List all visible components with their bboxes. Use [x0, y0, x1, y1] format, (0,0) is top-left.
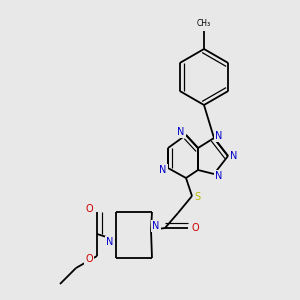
- Text: N: N: [152, 221, 160, 231]
- Text: CH₃: CH₃: [197, 19, 211, 28]
- Text: N: N: [215, 131, 223, 141]
- Text: O: O: [85, 204, 93, 214]
- Text: N: N: [159, 165, 167, 175]
- Text: N: N: [215, 171, 223, 181]
- Text: N: N: [106, 237, 114, 247]
- Text: O: O: [191, 223, 199, 233]
- Text: S: S: [194, 192, 200, 202]
- Text: N: N: [230, 151, 238, 161]
- Text: N: N: [177, 127, 185, 137]
- Text: O: O: [85, 254, 93, 264]
